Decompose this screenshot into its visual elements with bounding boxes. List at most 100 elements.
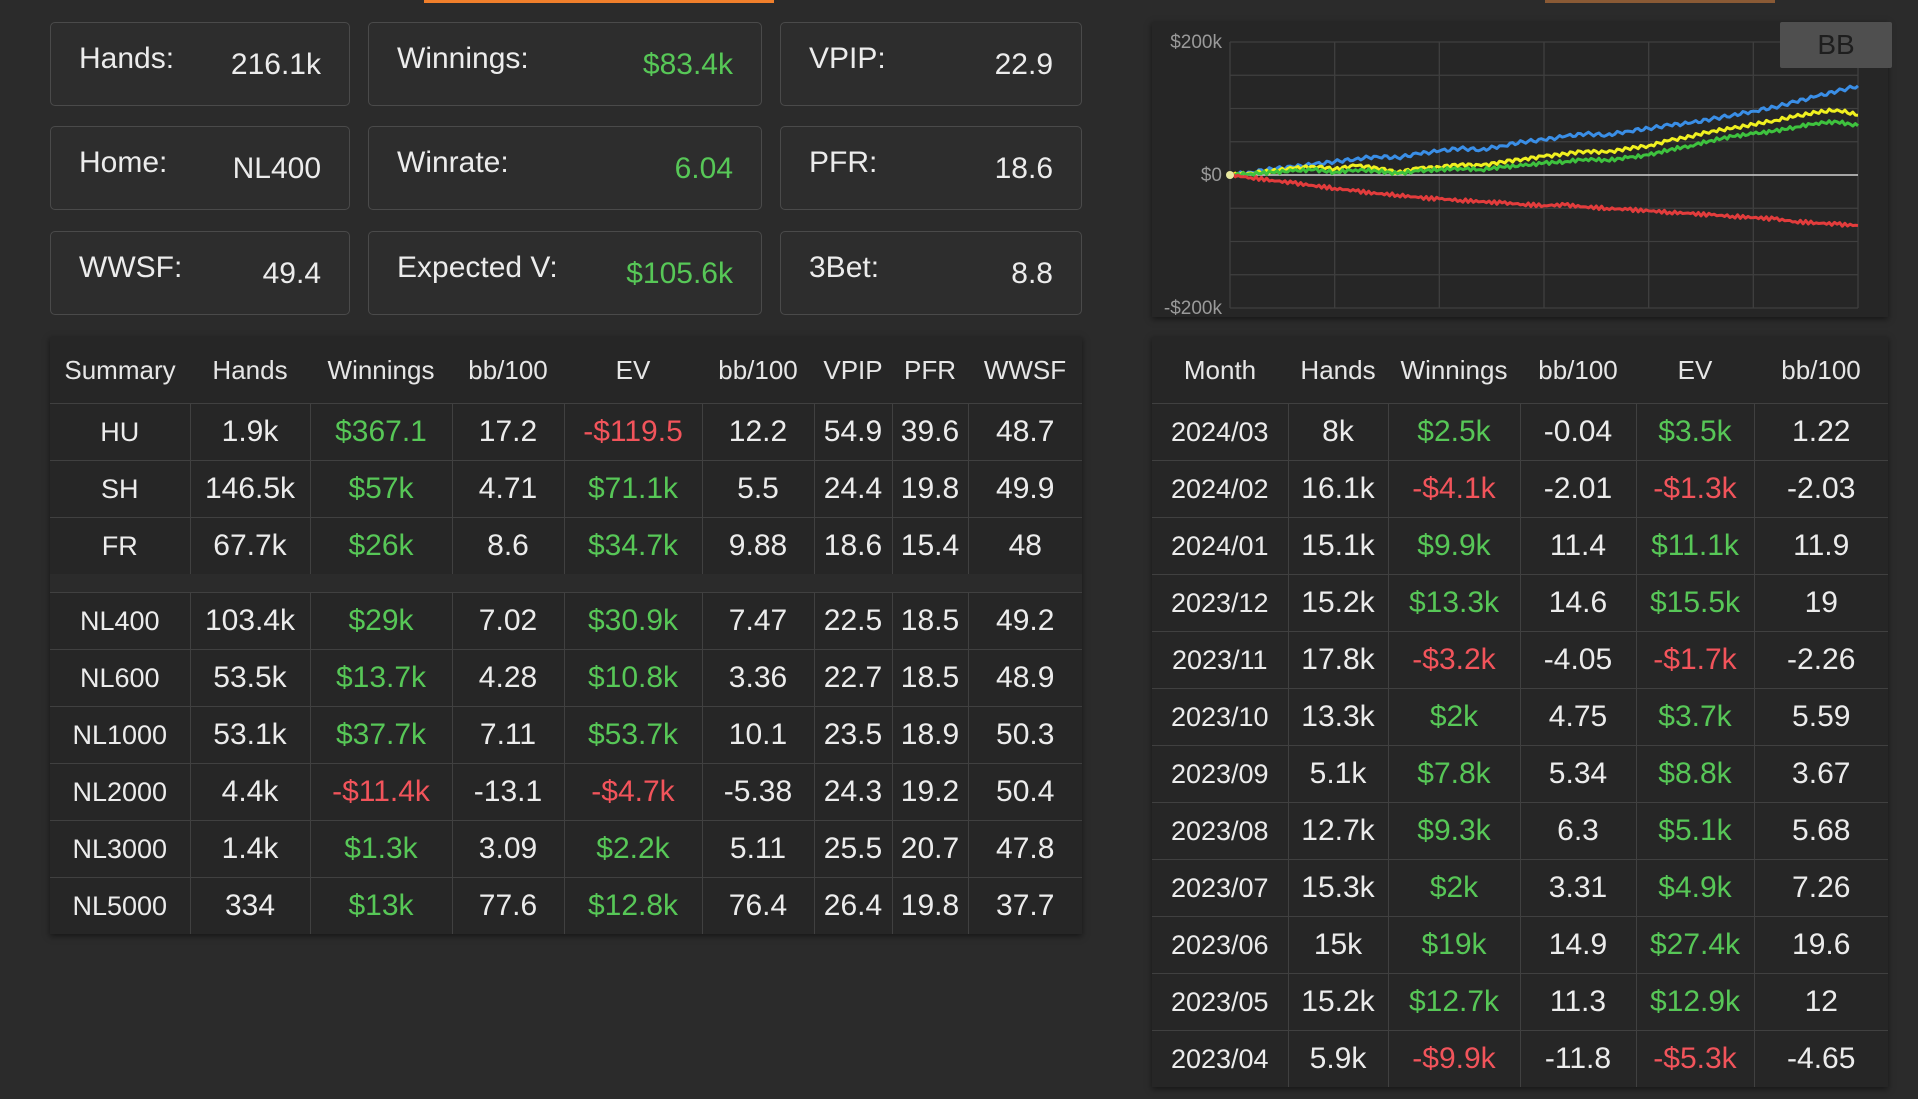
month-row[interactable]: 2023/12 15.2k $13.3k 14.6 $15.5k 19 xyxy=(1152,574,1888,632)
month-row[interactable]: 2024/03 8k $2.5k -0.04 $3.5k 1.22 xyxy=(1152,403,1888,461)
table-cell: $13.3k xyxy=(1388,574,1521,632)
table-cell: $34.7k xyxy=(564,517,703,574)
table-cell: 14.9 xyxy=(1520,916,1637,974)
table-cell: 3.09 xyxy=(452,820,565,878)
table-cell: $4.9k xyxy=(1636,859,1755,917)
table-cell: -11.8 xyxy=(1520,1030,1637,1087)
summary-row[interactable]: NL600 53.5k $13.7k 4.28 $10.8k 3.36 22.7 18.5 48… xyxy=(50,649,1082,707)
table-cell: 53.1k xyxy=(190,706,311,764)
table-cell: 5.9k xyxy=(1288,1030,1389,1087)
column-header[interactable]: PFR xyxy=(904,354,956,385)
column-header[interactable]: Winnings xyxy=(327,354,435,385)
summary-row[interactable]: SH 146.5k $57k 4.71 $71.1k 5.5 24.4 19.8 49.9 xyxy=(50,460,1082,518)
row-label: NL2000 xyxy=(50,763,191,821)
summary-row[interactable]: NL1000 53.1k $37.7k 7.11 $53.7k 10.1 23.5 18.9 5… xyxy=(50,706,1082,764)
table-cell: 4.4k xyxy=(190,763,311,821)
bb-toggle-button[interactable]: BB xyxy=(1780,22,1892,68)
column-header[interactable]: Month xyxy=(1183,354,1257,385)
column-header[interactable]: EV xyxy=(1677,354,1713,385)
table-cell: 10.1 xyxy=(702,706,815,764)
y-tick-label: $200k xyxy=(1170,32,1222,53)
row-label: SH xyxy=(50,460,191,518)
summary-row[interactable]: NL3000 1.4k $1.3k 3.09 $2.2k 5.11 25.5 20.7 47.8 xyxy=(50,820,1082,878)
series-line xyxy=(1229,172,1859,228)
stat-value: $83.4k xyxy=(642,48,733,81)
summary-row[interactable]: HU 1.9k $367.1 17.2 -$119.5 12.2 54.9 39.6 48.7 xyxy=(50,403,1082,461)
table-cell: 15.3k xyxy=(1288,859,1389,917)
column-header[interactable]: Summary xyxy=(64,354,176,385)
winnings-graph-svg: $200k $0 -$200k xyxy=(1164,32,1859,319)
table-cell: 17.2 xyxy=(452,403,565,461)
table-cell: 15.4 xyxy=(892,517,969,574)
column-header[interactable]: WWSF xyxy=(983,354,1067,385)
table-cell: 37.7 xyxy=(968,877,1082,934)
table-cell: 7.11 xyxy=(452,706,565,764)
table-cell: -4.05 xyxy=(1520,631,1637,689)
table-cell: -$1.3k xyxy=(1636,460,1755,518)
table-cell: 50.3 xyxy=(968,706,1082,764)
stat-winnings: Winnings: $83.4k xyxy=(368,22,762,106)
table-cell: 26.4 xyxy=(814,877,893,934)
column-header[interactable]: bb/100 xyxy=(1538,354,1618,385)
table-cell: 49.2 xyxy=(968,592,1082,650)
column-header[interactable]: Hands xyxy=(212,354,288,385)
table-cell: 7.02 xyxy=(452,592,565,650)
stat-value: 8.8 xyxy=(1011,257,1053,290)
stat-3bet: 3Bet: 8.8 xyxy=(780,231,1082,315)
row-label: HU xyxy=(50,403,191,461)
month-row[interactable]: 2024/02 16.1k -$4.1k -2.01 -$1.3k -2.03 xyxy=(1152,460,1888,518)
month-row[interactable]: 2023/09 5.1k $7.8k 5.34 $8.8k 3.67 xyxy=(1152,745,1888,803)
column-header[interactable]: bb/100 xyxy=(468,354,548,385)
summary-row[interactable]: NL400 103.4k $29k 7.02 $30.9k 7.47 22.5 18.5 49.… xyxy=(50,592,1082,650)
column-header[interactable]: Hands xyxy=(1300,354,1376,385)
table-cell: $5.1k xyxy=(1636,802,1755,860)
column-header[interactable]: bb/100 xyxy=(718,354,798,385)
table-cell: $53.7k xyxy=(564,706,703,764)
month-row[interactable]: 2023/07 15.3k $2k 3.31 $4.9k 7.26 xyxy=(1152,859,1888,917)
table-cell: -0.04 xyxy=(1520,403,1637,461)
table-cell: 12.7k xyxy=(1288,802,1389,860)
table-cell: $30.9k xyxy=(564,592,703,650)
column-header[interactable]: EV xyxy=(615,354,651,385)
table-cell: $26k xyxy=(310,517,453,574)
month-row[interactable]: 2023/10 13.3k $2k 4.75 $3.7k 5.59 xyxy=(1152,688,1888,746)
table-cell: 8.6 xyxy=(452,517,565,574)
month-row[interactable]: 2024/01 15.1k $9.9k 11.4 $11.1k 11.9 xyxy=(1152,517,1888,575)
table-cell: 25.5 xyxy=(814,820,893,878)
row-label: 2023/12 xyxy=(1152,574,1289,632)
stat-value: $105.6k xyxy=(626,257,733,290)
stat-value: 22.9 xyxy=(994,48,1053,81)
table-cell: 22.5 xyxy=(814,592,893,650)
table-cell: 19.8 xyxy=(892,460,969,518)
month-row[interactable]: 2023/11 17.8k -$3.2k -4.05 -$1.7k -2.26 xyxy=(1152,631,1888,689)
table-cell: 146.5k xyxy=(190,460,311,518)
table-section-divider xyxy=(50,574,1082,593)
table-cell: 5.11 xyxy=(702,820,815,878)
table-cell: 19.2 xyxy=(892,763,969,821)
summary-row[interactable]: FR 67.7k $26k 8.6 $34.7k 9.88 18.6 15.4 48 xyxy=(50,517,1082,574)
origin-point xyxy=(1226,171,1234,179)
row-label: NL400 xyxy=(50,592,191,650)
column-header[interactable]: VPIP xyxy=(823,354,883,385)
summary-row[interactable]: NL5000 334 $13k 77.6 $12.8k 76.4 26.4 19.8 37.7 xyxy=(50,877,1082,934)
table-cell: 18.5 xyxy=(892,592,969,650)
row-label: 2023/11 xyxy=(1152,631,1289,689)
table-cell: $367.1 xyxy=(310,403,453,461)
table-cell: -5.38 xyxy=(702,763,815,821)
table-cell: 48.9 xyxy=(968,649,1082,707)
table-cell: 24.3 xyxy=(814,763,893,821)
month-row[interactable]: 2023/04 5.9k -$9.9k -11.8 -$5.3k -4.65 xyxy=(1152,1030,1888,1087)
summary-row[interactable]: NL2000 4.4k -$11.4k -13.1 -$4.7k -5.38 24.3 19.… xyxy=(50,763,1082,821)
month-row[interactable]: 2023/05 15.2k $12.7k 11.3 $12.9k 12 xyxy=(1152,973,1888,1031)
month-row[interactable]: 2023/08 12.7k $9.3k 6.3 $5.1k 5.68 xyxy=(1152,802,1888,860)
table-cell: $3.7k xyxy=(1636,688,1755,746)
table-cell: $12.9k xyxy=(1636,973,1755,1031)
month-row[interactable]: 2023/06 15k $19k 14.9 $27.4k 19.6 xyxy=(1152,916,1888,974)
column-header[interactable]: Winnings xyxy=(1400,354,1508,385)
table-cell: 19 xyxy=(1754,574,1888,632)
column-header[interactable]: bb/100 xyxy=(1781,354,1861,385)
table-cell: $7.8k xyxy=(1388,745,1521,803)
table-cell: 18.9 xyxy=(892,706,969,764)
stat-wwsf: WWSF: 49.4 xyxy=(50,231,350,315)
row-label: NL600 xyxy=(50,649,191,707)
